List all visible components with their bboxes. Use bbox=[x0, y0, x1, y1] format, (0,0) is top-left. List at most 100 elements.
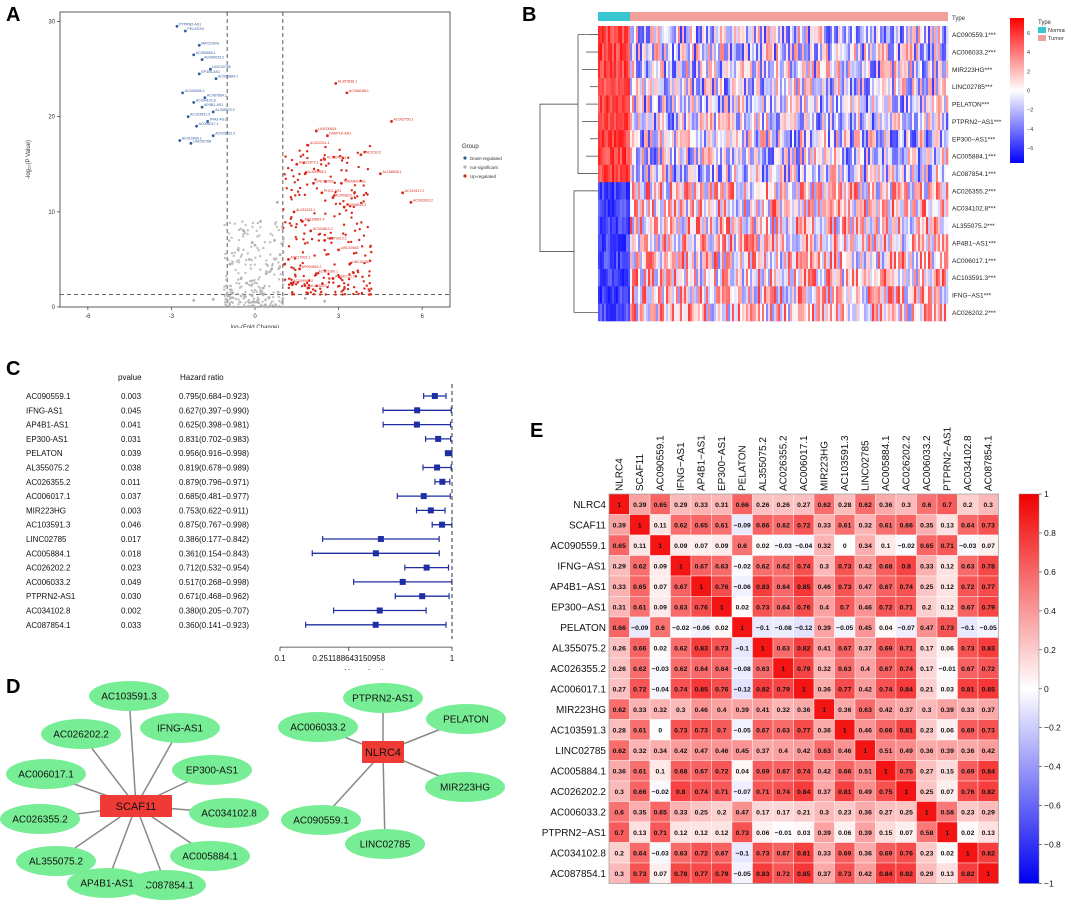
heatmap-cell bbox=[760, 182, 763, 200]
hr-marker bbox=[376, 607, 383, 614]
heatmap-cell bbox=[664, 147, 667, 166]
up-point bbox=[317, 233, 321, 236]
heatmap-cell bbox=[670, 303, 673, 322]
heatmap-cell bbox=[766, 43, 769, 62]
panel-d-label: D bbox=[6, 676, 21, 698]
heatmap-cell bbox=[720, 164, 723, 183]
heatmap-cell bbox=[928, 286, 931, 304]
corr-value: 0.73 bbox=[982, 522, 995, 529]
heatmap-cell bbox=[928, 268, 931, 287]
heatmap-cell bbox=[604, 303, 607, 322]
heatmap-cell bbox=[626, 26, 629, 44]
heatmap-cell bbox=[620, 78, 623, 96]
heatmap-cell bbox=[642, 199, 645, 218]
heatmap-cell bbox=[724, 112, 727, 131]
heatmap-cell bbox=[674, 286, 677, 304]
heatmap-cell bbox=[892, 216, 895, 235]
ns-point bbox=[251, 305, 254, 309]
up-point bbox=[290, 224, 293, 227]
heatmap-cell bbox=[874, 164, 877, 183]
heatmap-cell bbox=[740, 303, 743, 322]
heatmap-cell bbox=[882, 286, 885, 304]
heatmap-cell bbox=[830, 251, 833, 270]
heatmap-cell bbox=[616, 251, 619, 270]
corr-value: 0.32 bbox=[818, 543, 831, 550]
heatmap-cell bbox=[860, 78, 863, 96]
heatmap-cell bbox=[792, 43, 795, 62]
heatmap-cell bbox=[664, 199, 667, 218]
heatmap-cell bbox=[722, 182, 725, 200]
corr-value: 0.33 bbox=[920, 563, 933, 570]
heatmap-cell bbox=[898, 182, 901, 200]
corr-value: 1 bbox=[966, 850, 970, 857]
heatmap-cell bbox=[826, 60, 829, 79]
heatmap-cell bbox=[876, 147, 879, 166]
heatmap-cell bbox=[728, 303, 731, 322]
data-point bbox=[287, 258, 290, 261]
heatmap-cell bbox=[754, 268, 757, 287]
heatmap-cell bbox=[796, 60, 799, 79]
heatmap-cell bbox=[712, 112, 715, 131]
heatmap-cell bbox=[654, 303, 657, 322]
corr-value: 0.76 bbox=[695, 604, 708, 611]
up-point bbox=[287, 286, 290, 290]
heatmap-cell bbox=[600, 95, 603, 114]
heatmap-cell bbox=[836, 26, 839, 44]
heatmap-cell bbox=[674, 251, 677, 270]
heatmap-cell bbox=[732, 60, 735, 79]
heatmap-cell bbox=[926, 60, 929, 79]
heatmap-cell bbox=[770, 182, 773, 200]
heatmap-cell bbox=[772, 26, 775, 44]
heatmap-cell bbox=[882, 26, 885, 44]
heatmap-cell bbox=[692, 303, 695, 322]
heatmap-cell bbox=[736, 147, 739, 166]
heatmap-cell bbox=[884, 182, 887, 200]
heatmap-cell bbox=[776, 78, 779, 96]
heatmap-cell bbox=[686, 26, 689, 44]
heatmap-cell bbox=[664, 112, 667, 131]
heatmap-cell bbox=[694, 199, 697, 218]
data-point bbox=[231, 291, 235, 295]
heatmap-cell bbox=[642, 251, 645, 270]
corr-value: 0.76 bbox=[715, 686, 728, 693]
heatmap-cell bbox=[894, 130, 897, 148]
heatmap-cell bbox=[812, 60, 815, 79]
heatmap-cell bbox=[934, 268, 937, 287]
heatmap-cell bbox=[664, 60, 667, 79]
ns-point bbox=[228, 232, 231, 235]
corr-value: 0.12 bbox=[941, 563, 954, 570]
corr-value: 0.47 bbox=[695, 748, 708, 755]
heatmap-cell bbox=[816, 95, 819, 114]
heatmap-cell bbox=[602, 164, 605, 183]
network-node-label: AC034102.8 bbox=[201, 809, 257, 820]
heatmap-cell bbox=[866, 199, 869, 218]
up-point bbox=[350, 240, 353, 244]
heatmap-cell bbox=[790, 147, 793, 166]
x-tick-label: 6 bbox=[420, 314, 424, 320]
corr-value: 0.3 bbox=[984, 502, 994, 509]
heatmap-cell bbox=[844, 303, 847, 322]
heatmap-cell bbox=[712, 182, 715, 200]
corr-value: 0.85 bbox=[982, 686, 995, 693]
heatmap-cell bbox=[626, 182, 629, 200]
heatmap-cell bbox=[748, 95, 751, 114]
heatmap-cell bbox=[822, 130, 825, 148]
heatmap-cell bbox=[686, 182, 689, 200]
type-legend-label: Normal bbox=[1048, 28, 1065, 34]
data-point bbox=[289, 281, 293, 285]
heatmap-cell bbox=[748, 78, 751, 96]
up-point bbox=[290, 293, 294, 296]
heatmap-cell bbox=[824, 95, 827, 114]
heatmap-cell bbox=[832, 286, 835, 304]
heatmap-cell bbox=[708, 164, 711, 183]
heatmap-cell bbox=[616, 234, 619, 252]
ns-point bbox=[255, 290, 258, 293]
heatmap-cell bbox=[748, 268, 751, 287]
up-point bbox=[360, 221, 363, 224]
ns-point bbox=[231, 301, 234, 304]
heatmap-cell bbox=[930, 26, 933, 44]
corr-value: 0.65 bbox=[613, 543, 626, 550]
heatmap-cell bbox=[666, 182, 669, 200]
up-gene-label: AC139887.4 bbox=[304, 217, 324, 221]
heatmap-cell bbox=[936, 199, 939, 218]
